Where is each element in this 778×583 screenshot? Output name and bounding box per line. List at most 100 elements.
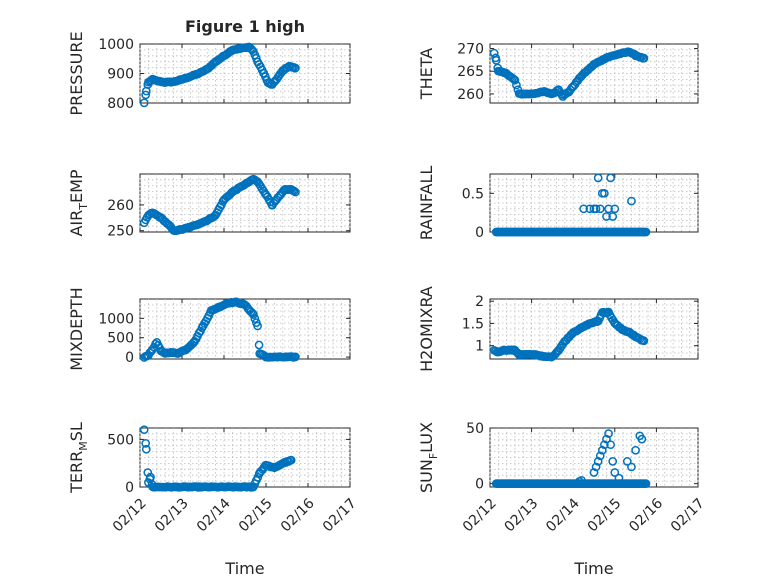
y-tick-label: 0 [475, 225, 484, 241]
y-tick-label: 270 [457, 42, 484, 58]
y-tick-label: 265 [457, 64, 484, 80]
x-tick-label: 02/13 [502, 495, 542, 535]
data-point [139, 98, 149, 108]
data-point [641, 227, 651, 237]
data-point [631, 445, 640, 455]
y-axis-label: AIRTEMP [67, 169, 90, 236]
data-point [508, 73, 517, 83]
y-tick-label: 260 [107, 198, 134, 214]
data-point [510, 75, 520, 85]
y-tick-label: 0 [125, 350, 134, 366]
data-point [512, 80, 521, 90]
y-axis-label: MIXDEPTH [67, 287, 86, 370]
data-point [250, 314, 260, 323]
x-axis-label: Time [224, 559, 264, 578]
data-point [253, 321, 262, 331]
x-tick-label: 02/17 [320, 495, 360, 535]
data-point [608, 212, 618, 221]
data-point [604, 429, 613, 438]
data-point [585, 204, 595, 214]
data-point [577, 475, 586, 485]
data-point [591, 204, 601, 214]
y-tick-label: 800 [107, 96, 134, 112]
y-axis-label: H2OMIXRA [417, 286, 436, 372]
y-tick-label: 0 [125, 480, 134, 496]
subplot-air: 250 260 AIRTEMP [67, 169, 351, 240]
x-tick-label: 02/13 [152, 495, 192, 535]
data-point [593, 173, 603, 183]
data-point [589, 468, 599, 477]
x-tick-label: 02/12 [110, 495, 150, 535]
data-point [291, 352, 300, 362]
data-point [595, 204, 605, 214]
subplot-sun: 0 50 02/12 02/13 02/14 02/15 02/16 02/17 SUNFLUX… [417, 421, 708, 578]
y-tick-label: 260 [457, 87, 484, 103]
y-tick-label: 1.5 [462, 316, 484, 332]
chart-title: Figure 1 high [185, 17, 305, 36]
data-point [602, 434, 611, 444]
data-point [627, 462, 636, 472]
y-tick-label: 50 [466, 421, 484, 437]
subplot-terr: 0 500 02/12 02/13 02/14 02/15 02/16 02/17 TERRMS… [67, 422, 360, 578]
x-tick-label: 02/15 [585, 495, 625, 535]
data-point [639, 53, 649, 63]
data-point [600, 188, 609, 198]
y-tick-label: 500 [107, 331, 134, 347]
x-axis-label: Time [573, 559, 613, 578]
data-point [593, 457, 603, 466]
y-tick-label: 900 [107, 67, 134, 83]
data-point [595, 451, 605, 461]
y-tick-label: 1 [475, 339, 484, 355]
subplot-pressure: 800 900 1000 PRESSURE Figure 1 high [67, 17, 351, 116]
data-point [641, 479, 651, 489]
y-tick-label: 250 [107, 224, 134, 240]
data-point [141, 90, 151, 100]
y-axis-label: TERRMSL [67, 422, 90, 494]
subplot-h2omixra: 1 1.5 2 H2OMIXRA [417, 286, 699, 372]
data-point [614, 473, 624, 483]
subplot-mixdepth: 0 500 1000 MIXDEPTH [67, 287, 351, 371]
data-point [627, 196, 636, 206]
x-tick-label: 02/16 [278, 495, 318, 535]
x-tick-label: 02/15 [236, 495, 276, 535]
y-axis-label: RAINFALL [417, 166, 436, 241]
subplot-theta: 260 265 270 THETA [417, 42, 699, 104]
data-point [249, 310, 258, 319]
data-point [602, 212, 611, 221]
data-point [637, 434, 647, 444]
x-tick-label: 02/17 [668, 495, 708, 535]
data-point [291, 63, 300, 73]
data-point [604, 204, 613, 214]
data-point [639, 336, 649, 346]
x-tick-label: 02/14 [194, 495, 234, 535]
data-point [606, 440, 615, 450]
data-point [600, 440, 609, 450]
data-point [289, 186, 299, 196]
y-tick-label: 1000 [98, 311, 134, 327]
y-tick-label: 0.5 [462, 186, 484, 202]
data-point [610, 204, 620, 214]
data-point [286, 455, 296, 465]
data-point [606, 173, 615, 183]
data-point [591, 462, 601, 472]
x-tick-label: 02/14 [543, 495, 583, 535]
data-point [291, 187, 300, 197]
y-tick-label: 2 [475, 294, 484, 310]
data-point [579, 204, 588, 214]
y-tick-label: 500 [107, 432, 134, 448]
data-point [610, 468, 620, 477]
data-point [254, 340, 264, 350]
y-axis-label: PRESSURE [67, 31, 86, 115]
data-point [622, 457, 632, 466]
data-point [141, 439, 151, 448]
y-axis-label: SUNFLUX [417, 422, 440, 493]
subplot-rainfall: 0 0.5 RAINFALL [417, 166, 699, 241]
x-tick-label: 02/16 [626, 495, 666, 535]
y-axis-label: THETA [417, 48, 436, 100]
y-tick-label: 0 [475, 477, 484, 493]
data-point [141, 444, 151, 454]
data-point [608, 457, 618, 466]
y-tick-label: 1000 [98, 37, 134, 53]
x-tick-label: 02/12 [460, 495, 500, 535]
